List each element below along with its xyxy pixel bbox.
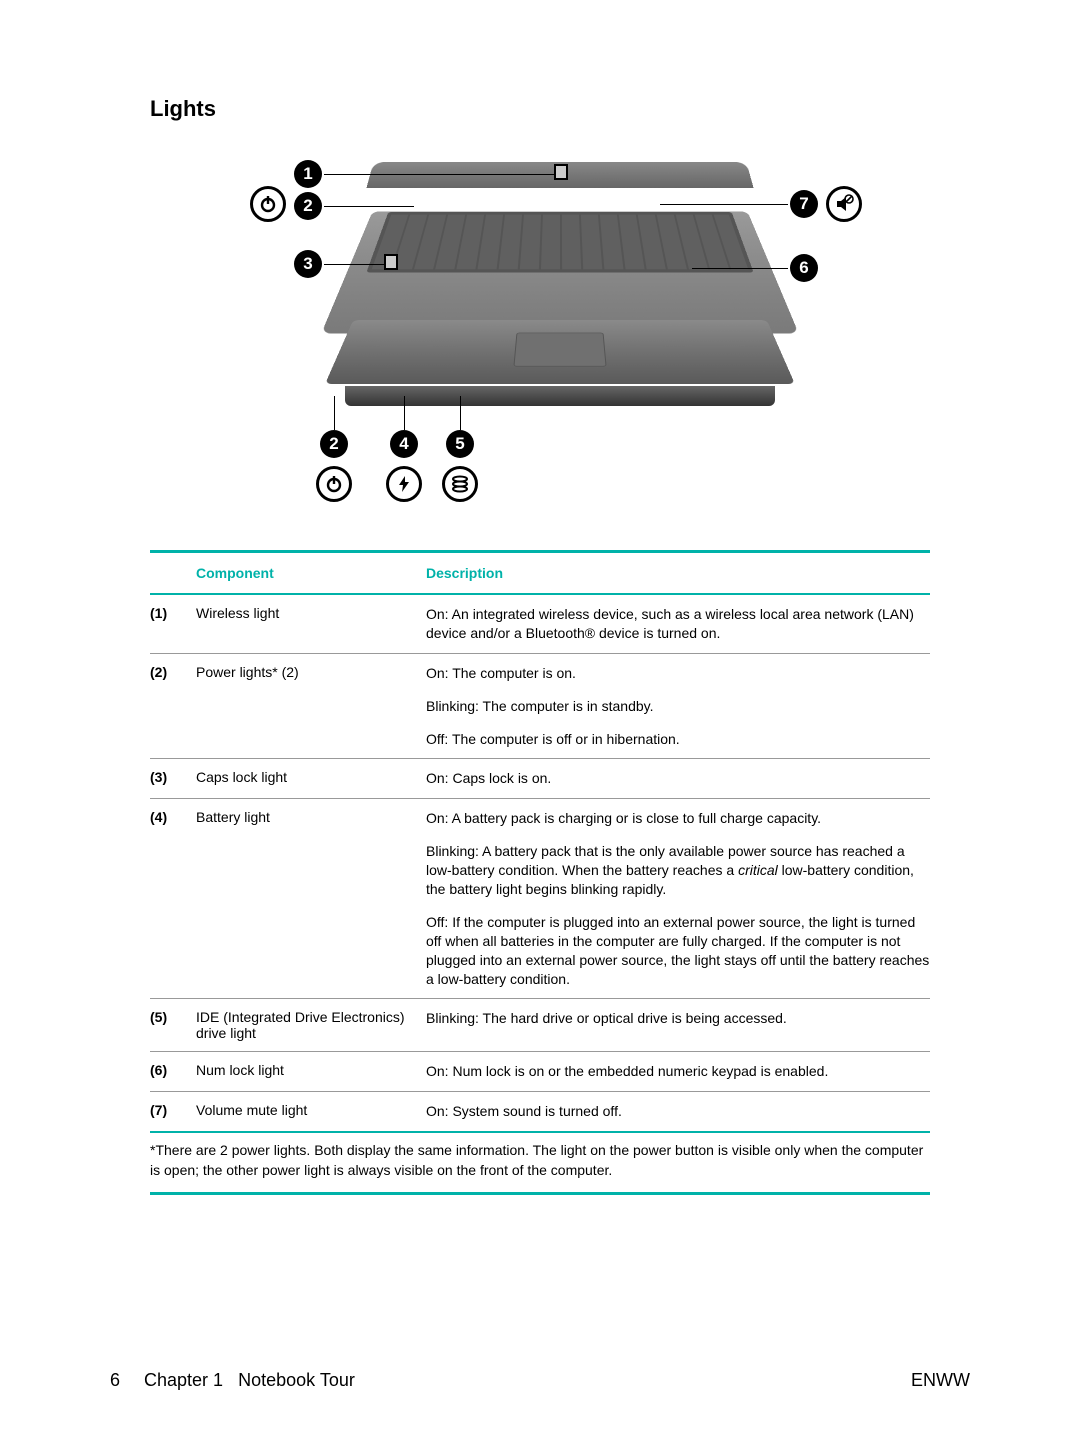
page-number: 6	[110, 1370, 120, 1391]
footer-chapter: Chapter 1	[144, 1370, 223, 1390]
row-component: Power lights* (2)	[196, 664, 426, 749]
section-title: Lights	[150, 96, 970, 122]
row-number: (4)	[150, 809, 196, 988]
row-component: Volume mute light	[196, 1102, 426, 1121]
table-row: (5)IDE (Integrated Drive Electronics) dr…	[150, 999, 930, 1052]
marker-box	[554, 164, 568, 180]
mute-icon	[826, 186, 862, 222]
table-footnote: *There are 2 power lights. Both display …	[150, 1133, 930, 1195]
table-row: (1)Wireless lightOn: An integrated wirel…	[150, 595, 930, 654]
row-component: IDE (Integrated Drive Electronics) drive…	[196, 1009, 426, 1041]
row-description: On: System sound is turned off.	[426, 1102, 930, 1121]
page-footer: 6 Chapter 1 Notebook Tour ENWW	[110, 1370, 970, 1391]
row-component: Wireless light	[196, 605, 426, 643]
table-row: (6)Num lock lightOn: Num lock is on or t…	[150, 1052, 930, 1092]
row-description: On: The computer is on.Blinking: The com…	[426, 664, 930, 749]
callout-3: 3	[294, 250, 322, 278]
row-component: Caps lock light	[196, 769, 426, 788]
row-number: (7)	[150, 1102, 196, 1121]
lightning-icon	[386, 466, 422, 502]
table-row: (2)Power lights* (2)On: The computer is …	[150, 654, 930, 760]
callout-7: 7	[790, 190, 818, 218]
row-description: On: An integrated wireless device, such …	[426, 605, 930, 643]
row-component: Num lock light	[196, 1062, 426, 1081]
row-number: (2)	[150, 664, 196, 749]
callout-2: 2	[294, 192, 322, 220]
callout-6: 6	[790, 254, 818, 282]
lights-diagram: 1 2 3 7 6 2 4 5	[230, 150, 850, 520]
table-row: (7)Volume mute lightOn: System sound is …	[150, 1092, 930, 1133]
callout-1: 1	[294, 160, 322, 188]
table-row: (4)Battery lightOn: A battery pack is ch…	[150, 799, 930, 999]
power-icon	[250, 186, 286, 222]
laptop-illustration	[350, 160, 770, 410]
table-header-row: Component Description	[150, 553, 930, 595]
row-number: (3)	[150, 769, 196, 788]
row-description: Blinking: The hard drive or optical driv…	[426, 1009, 930, 1041]
row-number: (1)	[150, 605, 196, 643]
power-icon	[316, 466, 352, 502]
callout-4: 4	[390, 430, 418, 458]
row-description: On: Caps lock is on.	[426, 769, 930, 788]
row-description: On: A battery pack is charging or is clo…	[426, 809, 930, 988]
row-number: (6)	[150, 1062, 196, 1081]
drive-icon	[442, 466, 478, 502]
row-component: Battery light	[196, 809, 426, 988]
marker-box	[384, 254, 398, 270]
header-component: Component	[196, 565, 426, 581]
table-row: (3)Caps lock lightOn: Caps lock is on.	[150, 759, 930, 799]
lights-table: Component Description (1)Wireless lightO…	[150, 550, 930, 1195]
row-description: On: Num lock is on or the embedded numer…	[426, 1062, 930, 1081]
row-number: (5)	[150, 1009, 196, 1041]
footer-lang: ENWW	[911, 1370, 970, 1391]
header-description: Description	[426, 565, 930, 581]
callout-5: 5	[446, 430, 474, 458]
footer-title: Notebook Tour	[238, 1370, 355, 1390]
callout-2-bottom: 2	[320, 430, 348, 458]
